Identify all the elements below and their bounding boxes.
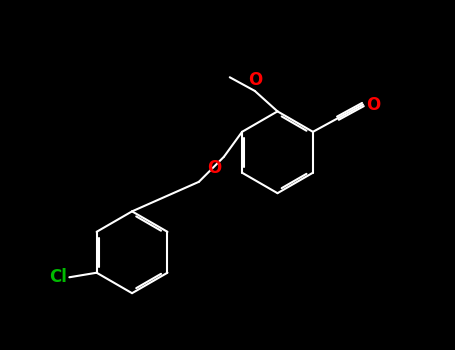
Text: O: O [248,71,262,89]
Text: O: O [367,96,381,113]
Text: O: O [207,159,222,177]
Text: Cl: Cl [49,268,67,286]
